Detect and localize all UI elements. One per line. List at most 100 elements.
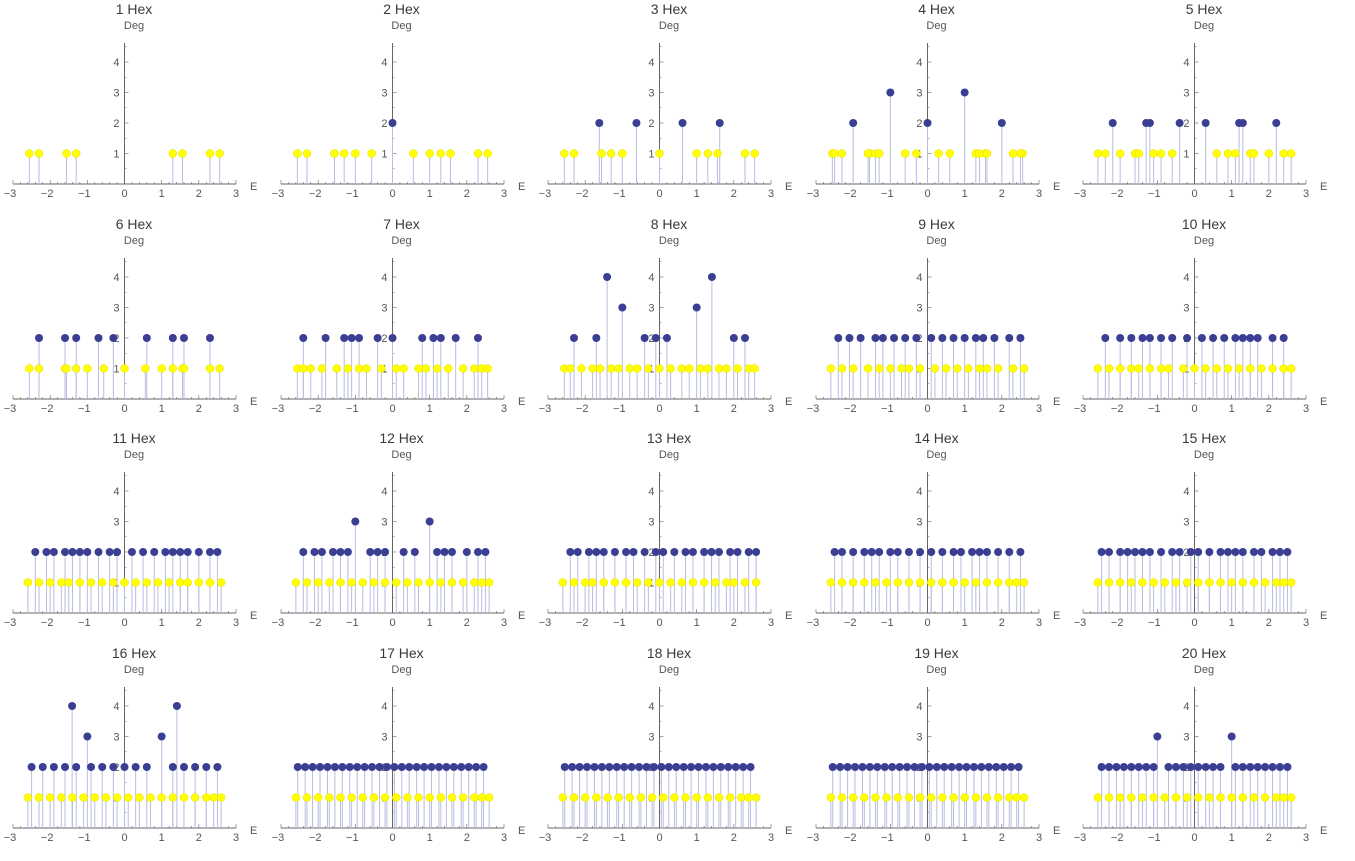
data-point — [952, 363, 961, 373]
data-point — [856, 333, 865, 342]
data-point — [413, 578, 423, 587]
y-tick-label: 4 — [113, 57, 119, 69]
data-point — [293, 762, 302, 771]
data-point — [343, 548, 352, 556]
data-point — [1112, 762, 1121, 771]
data-point — [482, 363, 492, 373]
data-point — [1227, 792, 1236, 802]
data-point — [131, 578, 140, 587]
data-point — [79, 792, 88, 802]
y-axis-label: Deg — [926, 663, 947, 676]
data-point — [1227, 578, 1236, 587]
data-point — [1160, 792, 1169, 802]
x-tick-label: 0 — [121, 188, 127, 200]
data-point — [34, 792, 44, 802]
data-point — [68, 792, 77, 802]
data-point — [1194, 578, 1203, 587]
data-point — [558, 578, 568, 587]
x-tick-label: −3 — [1074, 188, 1087, 200]
panel-title: 3 Hex — [650, 1, 688, 17]
data-point — [25, 363, 34, 373]
data-point — [915, 792, 924, 802]
data-point — [101, 792, 111, 802]
data-point — [72, 762, 81, 771]
x-tick-label: −2 — [41, 832, 54, 844]
data-point — [374, 762, 383, 771]
x-tick-label: 2 — [1266, 832, 1272, 844]
data-point — [447, 792, 456, 802]
data-point — [339, 149, 348, 158]
y-tick-label: 1 — [381, 149, 387, 161]
data-point — [618, 303, 627, 311]
x-tick-label: 2 — [463, 403, 469, 415]
data-point — [1093, 363, 1103, 373]
data-point — [354, 333, 363, 342]
panel-title: 17 Hex — [379, 644, 424, 661]
data-point — [292, 149, 302, 158]
data-point — [408, 149, 418, 158]
x-tick-label: −3 — [806, 403, 819, 415]
data-point — [1216, 792, 1225, 802]
data-point — [358, 792, 367, 802]
data-point — [127, 548, 136, 556]
data-point — [179, 363, 189, 373]
data-point — [1286, 578, 1296, 587]
data-point — [168, 792, 178, 802]
data-point — [709, 762, 718, 771]
data-point — [605, 762, 614, 771]
data-point — [23, 792, 33, 802]
data-point — [863, 149, 872, 158]
panel-title: 8 Hex — [650, 215, 688, 232]
data-point — [427, 762, 436, 771]
x-tick-label: 3 — [233, 188, 239, 200]
data-point — [469, 363, 478, 373]
data-point — [1104, 363, 1114, 373]
x-tick-label: −1 — [78, 832, 91, 844]
panel-title: 4 Hex — [918, 1, 955, 17]
data-point — [837, 548, 846, 556]
data-point — [449, 762, 458, 771]
data-point — [109, 578, 118, 587]
data-point — [373, 548, 382, 556]
data-point — [479, 762, 488, 771]
data-point — [1205, 578, 1214, 587]
data-point — [595, 119, 604, 127]
data-point — [575, 762, 584, 771]
data-point — [1286, 792, 1296, 802]
data-point — [172, 701, 181, 710]
data-point — [904, 578, 913, 587]
data-point — [993, 578, 1002, 587]
y-tick-label: 4 — [916, 57, 922, 69]
data-point — [677, 363, 687, 373]
x-axis-label: E — [1320, 181, 1327, 193]
x-tick-label: 3 — [500, 617, 506, 629]
data-point — [1116, 333, 1125, 342]
data-point — [317, 363, 326, 373]
data-point — [61, 548, 70, 556]
data-point — [1006, 762, 1015, 771]
data-point — [692, 303, 701, 311]
data-point — [1127, 363, 1136, 373]
data-point — [826, 578, 835, 587]
data-point — [1116, 548, 1125, 556]
data-point — [391, 578, 400, 587]
data-point — [87, 762, 96, 771]
y-tick-label: 3 — [381, 517, 387, 529]
data-point — [1268, 762, 1277, 771]
data-point — [139, 548, 148, 556]
data-point — [1011, 792, 1021, 802]
data-point — [1253, 333, 1262, 342]
x-tick-label: 1 — [961, 832, 967, 844]
x-tick-label: −3 — [539, 188, 552, 200]
data-point — [1272, 792, 1281, 802]
data-point — [1115, 363, 1125, 373]
x-tick-label: −2 — [576, 832, 589, 844]
data-point — [612, 762, 621, 771]
data-point — [664, 762, 673, 771]
data-point — [1108, 119, 1117, 127]
data-point — [183, 578, 192, 587]
data-point — [932, 762, 941, 771]
data-point — [1205, 548, 1214, 556]
